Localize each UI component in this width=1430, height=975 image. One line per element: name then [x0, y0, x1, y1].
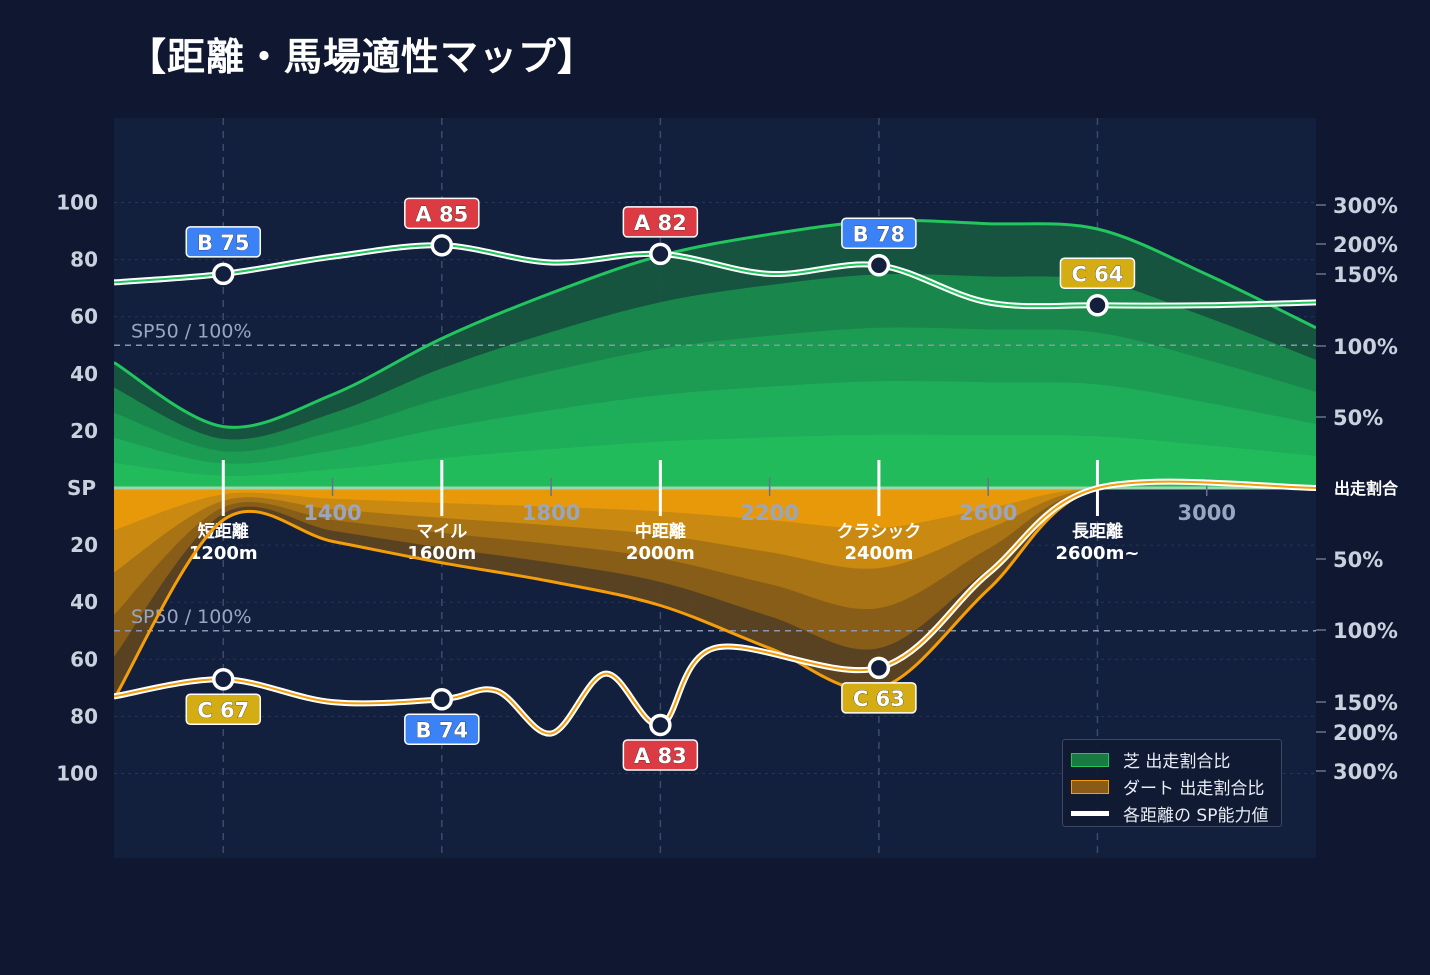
dirt-sp-point — [212, 668, 235, 691]
right-tick-label: 200% — [1333, 721, 1398, 745]
y-tick-label: 100 — [56, 191, 98, 215]
turf-grade-badge: B 75 — [185, 226, 262, 258]
x-tick-label: 3000 — [1178, 501, 1236, 525]
right-tick-label: 100% — [1333, 335, 1398, 359]
y-tick-label: 20 — [70, 419, 98, 443]
dirt-grade-badge-label: C 63 — [853, 687, 905, 711]
y-tick-label: 100 — [56, 762, 98, 786]
dirt-ratio-band — [114, 486, 1316, 531]
dirt-ratio-band — [114, 484, 1316, 573]
legend-item-dirt: ダート 出走割合比 — [1063, 773, 1281, 800]
category-distance: 2000m — [626, 543, 695, 564]
x-tick-label: 2600 — [959, 501, 1017, 525]
legend-item-sp: 各距離の SP能力値 — [1063, 800, 1281, 827]
dirt-ratio-line — [114, 478, 1316, 700]
turf-sp-point — [649, 242, 672, 266]
x-tick-label: 2200 — [740, 501, 798, 525]
y-tick-label: 40 — [70, 590, 98, 614]
category-name: 長距離 — [1072, 521, 1123, 542]
reference-label: SP50 / 100% — [131, 606, 252, 628]
legend-item-turf: 芝 出走割合比 — [1063, 746, 1281, 773]
legend-swatch-dirt — [1071, 779, 1109, 794]
right-tick-label: 150% — [1333, 691, 1398, 715]
turf-ratio-line — [114, 218, 1316, 429]
legend-swatch-sp — [1071, 811, 1109, 816]
dirt-sp-point — [649, 713, 672, 737]
x-tick-label: 1400 — [303, 501, 361, 525]
right-tick-label: 50% — [1333, 548, 1383, 572]
x-tick-label: 1800 — [522, 501, 580, 525]
right-center-label: 出走割合 — [1334, 479, 1399, 498]
category-distance: 1200m — [189, 543, 258, 564]
y-tick-label: 40 — [70, 362, 98, 386]
dirt-sp-line — [114, 480, 1316, 735]
turf-grade-badge: B 78 — [841, 217, 917, 250]
dirt-grade-badge-label: B 74 — [416, 718, 469, 742]
turf-grade-badge: A 82 — [622, 206, 699, 238]
dirt-grade-badge-box — [841, 682, 917, 714]
dirt-sp-point — [867, 656, 891, 680]
turf-grade-badge-box — [404, 197, 480, 230]
turf-sp-point — [430, 234, 454, 257]
category-name: クラシック — [837, 522, 922, 542]
turf-sp-point — [212, 262, 235, 286]
turf-grade-badge-label: B 78 — [853, 222, 906, 246]
turf-grade-badge-box — [841, 217, 917, 250]
turf-ratio-band — [114, 434, 1316, 488]
legend-label-turf: 芝 出走割合比 — [1123, 752, 1231, 772]
turf-grade-badge-box — [622, 206, 699, 238]
category-distance: 1600m — [407, 543, 476, 564]
turf-grade-badge-label: A 85 — [415, 202, 468, 226]
dirt-sp-point — [430, 688, 454, 711]
legend-swatch-turf — [1071, 752, 1109, 767]
turf-sp-point — [867, 254, 891, 277]
turf-sp-point — [1086, 294, 1109, 317]
right-tick-label: 100% — [1333, 619, 1398, 643]
category-distance: 2400m — [844, 543, 913, 564]
y-tick-label: 20 — [70, 533, 98, 557]
y-tick-label: 60 — [70, 647, 98, 671]
turf-grade-badge: A 85 — [404, 197, 480, 230]
legend-label-sp: 各距離の SP能力値 — [1123, 806, 1269, 826]
dirt-grade-badge: B 74 — [404, 713, 480, 746]
right-tick-label: 50% — [1333, 406, 1383, 430]
y-tick-label: 60 — [70, 305, 98, 329]
category-name: 中距離 — [635, 521, 686, 542]
turf-sp-line — [114, 244, 1316, 308]
right-tick-label: 300% — [1333, 194, 1398, 218]
y-center-label: SP — [67, 476, 96, 500]
dirt-grade-badge-label: C 67 — [197, 698, 249, 722]
dirt-grade-badge: A 83 — [622, 739, 699, 771]
dirt-grade-badge-label: A 83 — [634, 744, 687, 768]
dirt-grade-badge: C 63 — [841, 682, 917, 714]
right-tick-label: 300% — [1333, 760, 1398, 784]
dirt-grade-badge: C 67 — [185, 693, 262, 726]
reference-label: SP50 / 100% — [131, 320, 252, 342]
turf-grade-badge-label: A 82 — [634, 211, 687, 235]
dirt-grade-badge-box — [404, 713, 480, 746]
turf-grade-badge-box — [185, 226, 262, 258]
legend-label-dirt: ダート 出走割合比 — [1123, 779, 1265, 799]
turf-grade-badge: C 64 — [1059, 257, 1136, 290]
dirt-grade-badge-box — [185, 693, 262, 726]
y-tick-label: 80 — [70, 248, 98, 272]
turf-grade-badge-box — [1059, 257, 1136, 290]
category-distance: 2600m~ — [1055, 543, 1139, 564]
dirt-ratio-band — [114, 483, 1316, 615]
page-title: 【距離・馬場適性マップ】 — [128, 35, 597, 79]
dirt-grade-badge-box — [622, 739, 699, 771]
right-tick-label: 150% — [1333, 263, 1398, 287]
category-name: 短距離 — [198, 521, 249, 542]
y-tick-label: 80 — [70, 704, 98, 728]
right-tick-label: 200% — [1333, 233, 1398, 257]
category-name: マイル — [416, 522, 467, 542]
turf-grade-badge-label: B 75 — [197, 231, 250, 255]
legend: 芝 出走割合比 ダート 出走割合比 各距離の SP能力値 — [1062, 739, 1282, 827]
turf-grade-badge-label: C 64 — [1071, 262, 1123, 286]
